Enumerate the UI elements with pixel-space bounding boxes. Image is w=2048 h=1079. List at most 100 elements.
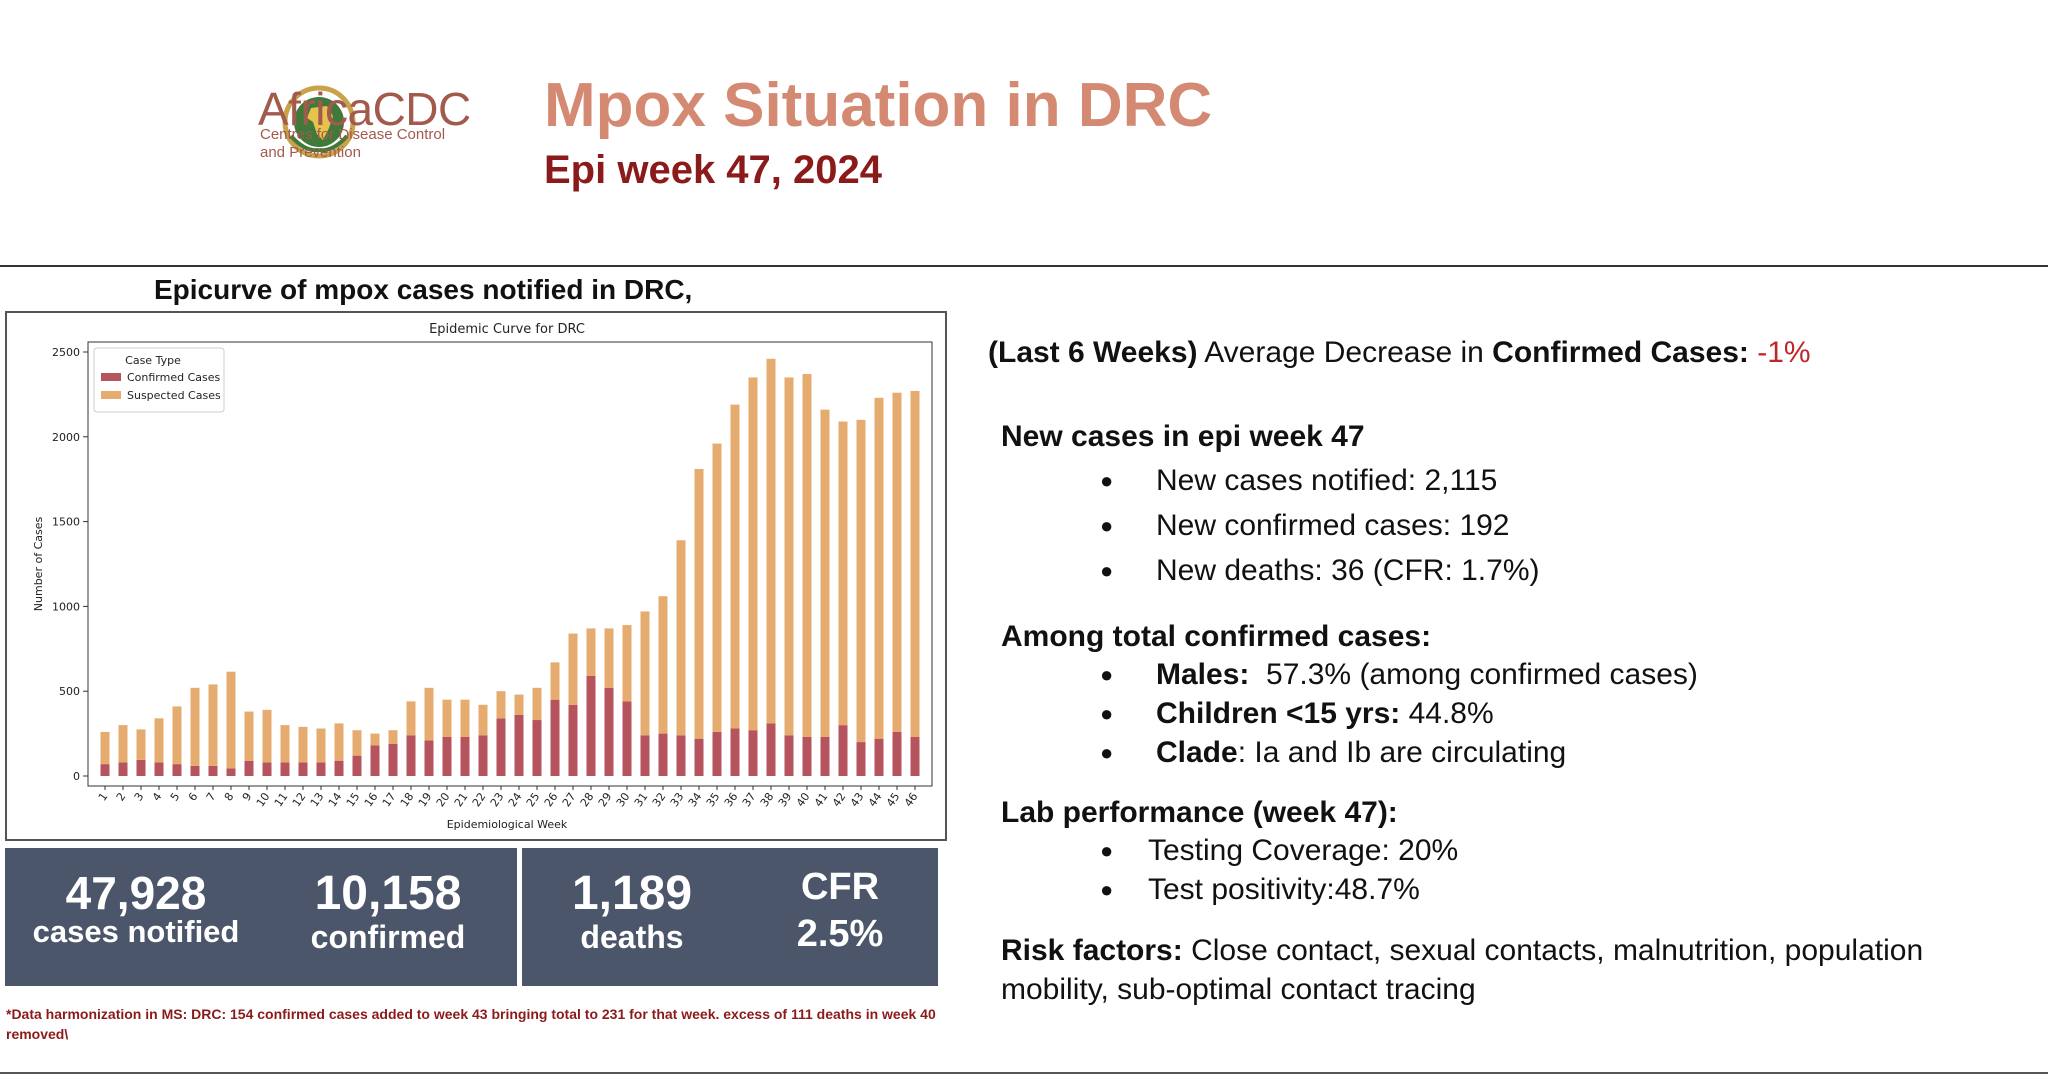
x-tick-label: 32 — [650, 790, 669, 809]
page-subtitle: Epi week 47, 2024 — [544, 148, 883, 192]
bar-confirmed — [604, 687, 614, 776]
bar-suspected — [694, 469, 704, 739]
chart-title: Epidemic Curve for DRC — [429, 322, 585, 337]
trend-text: Average Decrease in — [1197, 336, 1493, 369]
x-tick-label: 5 — [168, 790, 183, 803]
among-confirmed-heading: Among total confirmed cases: — [1001, 620, 1432, 653]
bar-confirmed — [514, 714, 524, 776]
bar-suspected — [712, 443, 722, 732]
bar-confirmed — [622, 701, 632, 776]
stat-cfr-value: 2.5% — [796, 913, 884, 955]
bar-confirmed — [640, 735, 650, 776]
x-tick-label: 31 — [632, 790, 651, 809]
legend-label-confirmed: Confirmed Cases — [127, 371, 221, 384]
bar-suspected — [100, 731, 110, 765]
x-tick-label: 36 — [722, 790, 741, 809]
clade-stat: Clade: Ia and Ib are circulating — [1156, 736, 1566, 770]
x-tick-label: 6 — [186, 790, 201, 803]
risk-factors-line1: Risk factors: Close contact, sexual cont… — [1001, 934, 1923, 968]
bar-confirmed — [208, 765, 218, 776]
x-tick-label: 16 — [362, 790, 381, 809]
bar-suspected — [820, 409, 830, 737]
y-tick-label: 2000 — [52, 431, 80, 444]
bar-suspected — [118, 725, 128, 763]
epidemic-curve-chart: Epidemic Curve for DRC 0 500 1000 1500 2000 2… — [32, 322, 933, 831]
bullet: ● — [1100, 513, 1114, 538]
males-label: Males: — [1156, 658, 1250, 691]
bar-confirmed — [298, 762, 308, 776]
legend: Case Type Confirmed Cases Suspected Case… — [93, 347, 225, 413]
bar-confirmed — [334, 760, 344, 776]
bar-suspected — [604, 628, 614, 688]
x-tick-label: 29 — [596, 790, 615, 809]
trend-metric: Confirmed Cases: — [1492, 336, 1749, 369]
bar-confirmed — [892, 731, 902, 776]
bar-confirmed — [244, 760, 254, 776]
x-tick-label: 3 — [132, 790, 147, 803]
x-tick-label: 40 — [794, 790, 813, 809]
x-tick-label: 11 — [272, 790, 291, 809]
x-tick-label: 27 — [560, 790, 579, 809]
bullet: ● — [1100, 877, 1114, 902]
bar-suspected — [910, 391, 920, 737]
x-tick-label: 1 — [96, 790, 111, 803]
x-tick-label: 19 — [416, 790, 435, 809]
bar-suspected — [658, 596, 668, 734]
x-tick-label: 12 — [290, 790, 309, 809]
y-tick-label: 1500 — [52, 516, 80, 529]
bar-suspected — [802, 374, 812, 737]
bars — [100, 358, 920, 776]
stat-cfr: CFR 2.5% — [740, 866, 940, 956]
x-tick-label: 20 — [434, 790, 453, 809]
divider-top — [0, 265, 2048, 267]
x-tick-label: 45 — [884, 790, 903, 809]
logo-subtitle-line2: and Prevention — [260, 144, 361, 161]
x-tick-label: 26 — [542, 790, 561, 809]
new-cases-heading: New cases in epi week 47 — [1001, 420, 1365, 453]
children-value: 44.8% — [1400, 697, 1494, 730]
x-tick-label: 28 — [578, 790, 597, 809]
legend-box — [93, 347, 225, 413]
bar-confirmed — [226, 768, 236, 776]
bar-suspected — [280, 725, 290, 763]
bar-suspected — [478, 704, 488, 736]
x-tick-label: 44 — [866, 790, 885, 809]
bar-suspected — [136, 729, 146, 760]
x-tick-label: 2 — [114, 790, 129, 803]
clade-value: : Ia and Ib are circulating — [1237, 736, 1567, 769]
bar-confirmed — [586, 675, 596, 776]
y-tick-label: 500 — [59, 685, 80, 698]
legend-swatch-confirmed — [101, 373, 121, 381]
bar-confirmed — [838, 725, 848, 776]
bar-suspected — [334, 723, 344, 761]
stat-deaths: 1,189 deaths — [522, 866, 742, 956]
new-deaths: New deaths: 36 (CFR: 1.7%) — [1156, 554, 1540, 587]
bar-confirmed — [262, 762, 272, 776]
bar-confirmed — [442, 736, 452, 776]
stat-confirmed-label: confirmed — [310, 919, 466, 955]
bar-suspected — [874, 397, 884, 739]
x-tick-label: 39 — [776, 790, 795, 809]
bar-confirmed — [766, 723, 776, 776]
stats-panel-right — [522, 848, 938, 986]
chart-frame — [5, 311, 947, 841]
x-tick-label: 41 — [812, 790, 831, 809]
x-axis-ticks: 1 2 3 4 5 6 7 8 9 10 11 12 13 14 15 16 17 18 19 20 21 22 23 24 2… — [96, 786, 920, 809]
y-tick-label: 0 — [73, 770, 80, 783]
bar-confirmed — [856, 742, 866, 776]
x-tick-label: 13 — [308, 790, 327, 809]
stat-cases-notified-label: cases notified — [32, 914, 240, 949]
y-tick-label: 2500 — [52, 346, 80, 359]
bar-suspected — [550, 662, 560, 700]
bar-confirmed — [748, 730, 758, 776]
epicurve-heading: Epicurve of mpox cases notified in DRC, — [154, 274, 693, 305]
bar-suspected — [892, 392, 902, 732]
children-stat: Children <15 yrs: 44.8% — [1156, 697, 1494, 731]
bar-confirmed — [424, 740, 434, 776]
stats-panel-left — [5, 848, 517, 986]
clade-label: Clade — [1156, 736, 1238, 769]
lab-performance-heading: Lab performance (week 47): — [1001, 796, 1398, 829]
bar-suspected — [388, 730, 398, 744]
plot-area — [87, 341, 933, 787]
x-tick-label: 14 — [326, 790, 345, 809]
